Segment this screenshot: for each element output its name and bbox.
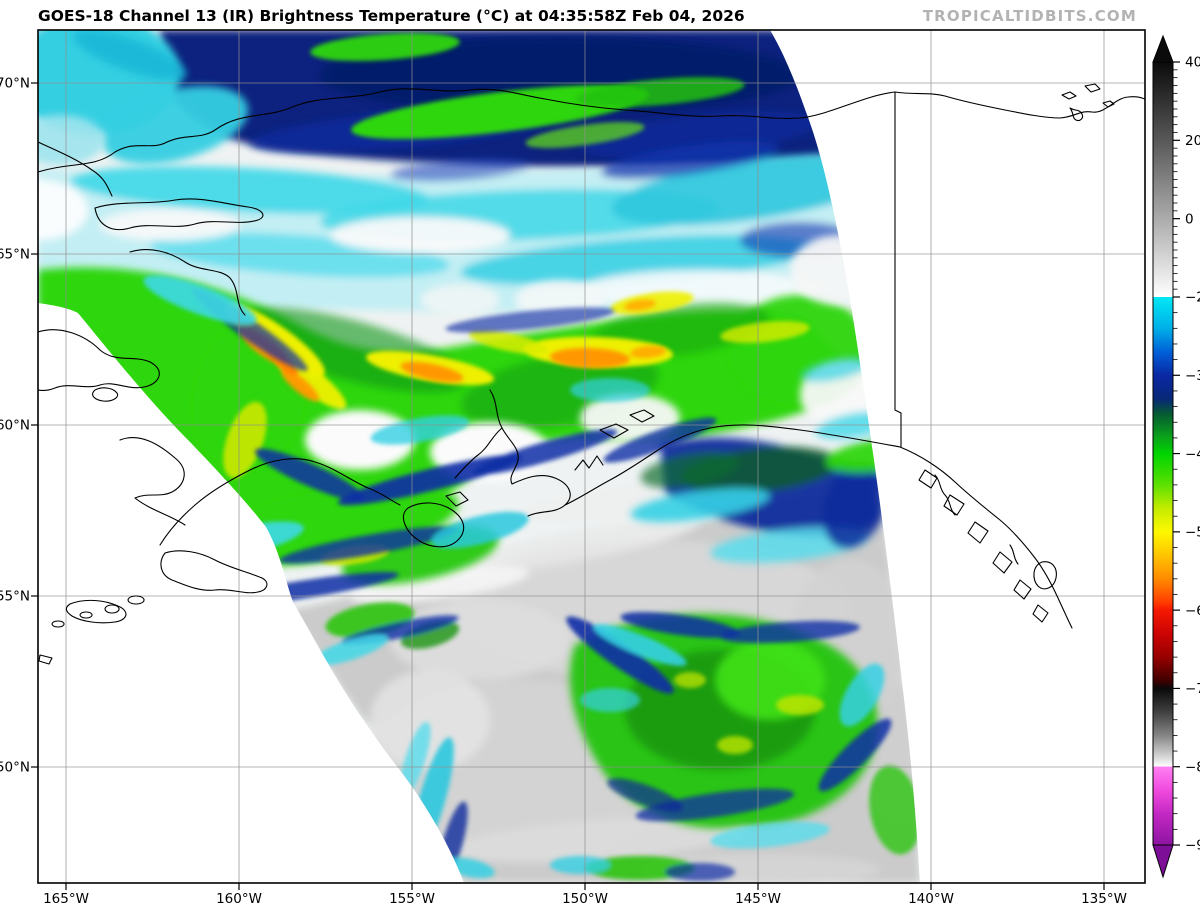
alaska-canada-border	[894, 91, 902, 448]
cyan-band	[38, 141, 889, 312]
colorbar-tick-label: 40	[1185, 55, 1200, 71]
colorbar: 40 20 0 −20 −30 −40 −50 −60 −70 −80 −90	[1152, 34, 1200, 879]
colorbar-tick-label: −90	[1185, 838, 1200, 854]
colorbar-gradient	[1152, 61, 1174, 846]
satellite-image	[38, 30, 1145, 883]
colorbar-ticks	[1173, 61, 1180, 846]
lat-axis	[31, 82, 38, 768]
lon-axis	[65, 883, 1105, 890]
colorbar-tick-label: −30	[1185, 368, 1200, 384]
lon-label: 165°W	[43, 891, 89, 906]
colorbar-tick-label: −20	[1185, 290, 1200, 306]
colorbar-tick-label: −50	[1185, 525, 1200, 541]
lat-label: 55°N	[0, 589, 30, 605]
lon-label: 150°W	[562, 891, 608, 906]
colorbar-tick-label: 20	[1185, 133, 1200, 149]
lon-label: 140°W	[908, 891, 954, 906]
coastlines	[38, 83, 1145, 665]
colorbar-tick-label: −40	[1185, 446, 1200, 462]
lon-label: 155°W	[389, 891, 435, 906]
lon-label: 135°W	[1081, 891, 1127, 906]
colorbar-tick-label: 0	[1185, 211, 1194, 227]
colorbar-tick-label: −60	[1185, 603, 1200, 619]
page-title: GOES-18 Channel 13 (IR) Brightness Tempe…	[38, 7, 745, 25]
lat-label: 60°N	[0, 418, 30, 434]
lat-label: 70°N	[0, 76, 30, 92]
grid-lines	[38, 30, 1145, 883]
colorbar-tick-label: −80	[1185, 759, 1200, 775]
colorbar-arrow-top	[1152, 34, 1174, 63]
watermark: TROPICALTIDBITS.COM	[923, 7, 1137, 25]
colorbar-tick-label: −70	[1185, 681, 1200, 697]
lat-label: 50°N	[0, 760, 30, 776]
colorbar-arrow-bottom	[1152, 844, 1174, 879]
lon-label: 160°W	[216, 891, 262, 906]
map-frame	[37, 29, 1146, 884]
lat-label: 65°N	[0, 247, 30, 263]
lat-labels: 70°N 65°N 60°N 55°N 50°N	[0, 76, 30, 776]
bottom-storm	[311, 602, 921, 883]
frontal-band	[38, 235, 890, 608]
lon-labels: 165°W 160°W 155°W 150°W 145°W 140°W 135°…	[43, 891, 1127, 906]
no-data-region-right	[770, 30, 1145, 883]
colorbar-labels: 40 20 0 −20 −30 −40 −50 −60 −70 −80 −90	[1185, 55, 1200, 854]
lon-label: 145°W	[735, 891, 781, 906]
north-cold-band	[38, 30, 845, 168]
